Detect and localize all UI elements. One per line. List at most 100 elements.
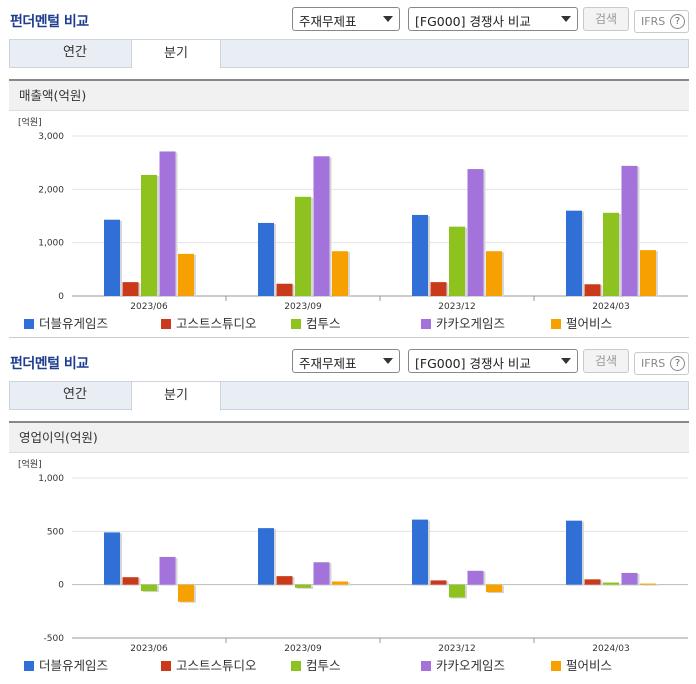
bar — [640, 250, 656, 296]
legend-swatch — [291, 661, 301, 671]
x-tick-label: 2024/03 — [592, 302, 629, 311]
legend-item[interactable]: 고스트스튜디오 — [161, 313, 257, 332]
bar — [486, 584, 502, 593]
y-tick-label: 1,000 — [38, 239, 64, 249]
legend-label: 더블유게임즈 — [39, 658, 109, 673]
legend-item[interactable]: 펄어비스 — [551, 313, 612, 332]
legend-label: 카카오게임즈 — [436, 658, 506, 673]
bar — [486, 251, 502, 296]
chart-area: [억원] -500 0 500 1,000 2023/06 2023/09 2023/12 20… — [9, 453, 689, 654]
panel-revenue: 펀더멘털 비교 주재무제표 [FG000] 경쟁사 비교 검색 IFRS? 연간… — [0, 0, 696, 340]
x-tick-label: 2023/09 — [284, 302, 322, 311]
legend-swatch — [161, 661, 171, 671]
chevron-down-icon — [383, 16, 393, 22]
divider — [9, 337, 689, 338]
y-unit-label: [억원] — [18, 116, 42, 128]
bar — [258, 528, 274, 585]
bar — [313, 156, 330, 296]
peer-select[interactable]: [FG000] 경쟁사 비교 — [408, 349, 578, 373]
metric-title: 영업이익(억원) — [9, 421, 689, 453]
metric-title: 매출액(억원) — [9, 79, 689, 111]
chart-area: [억원] 0 1,000 2,000 3,000 2023/06 2023/09 2023/1… — [9, 111, 689, 312]
ifrs-help-button[interactable]: IFRS? — [634, 352, 689, 375]
y-tick-label: 1,000 — [38, 474, 64, 484]
legend-item[interactable]: 더블유게임즈 — [24, 313, 108, 332]
x-tick-label: 2023/06 — [130, 302, 168, 311]
legend-item[interactable]: 펄어비스 — [551, 655, 612, 674]
operating-profit-chart: [억원] -500 0 500 1,000 2023/06 2023/09 2023/12 20… — [18, 458, 688, 654]
bar — [295, 584, 311, 588]
bar — [449, 584, 465, 598]
bar — [104, 219, 120, 296]
statement-select[interactable]: 주재무제표 — [292, 7, 400, 31]
legend-swatch — [551, 319, 561, 329]
legend-item[interactable]: 컴투스 — [291, 313, 341, 332]
bar-shadow — [642, 584, 658, 586]
legend-label: 컴투스 — [306, 658, 341, 673]
legend-label: 펄어비스 — [566, 658, 613, 673]
search-button[interactable]: 검색 — [583, 349, 629, 373]
help-icon: ? — [670, 14, 685, 29]
revenue-chart: [억원] 0 1,000 2,000 3,000 2023/06 2023/09 2023/1… — [18, 116, 688, 312]
page-title: 펀더멘털 비교 — [10, 356, 89, 372]
chevron-down-icon — [561, 16, 571, 22]
bar — [621, 572, 638, 585]
period-tabs: 연간 분기 — [9, 381, 689, 411]
page-title: 펀더멘털 비교 — [10, 14, 89, 30]
bar — [430, 282, 447, 296]
legend-swatch — [421, 319, 431, 329]
tab-quarterly[interactable]: 분기 — [131, 381, 221, 411]
legend-swatch — [24, 319, 34, 329]
x-tick-label: 2024/03 — [592, 644, 629, 653]
legend-label: 컴투스 — [306, 316, 341, 331]
legend-label: 고스트스튜디오 — [176, 316, 257, 331]
bar — [332, 581, 348, 585]
panel-operating-profit: 펀더멘털 비교 주재무제표 [FG000] 경쟁사 비교 검색 IFRS? 연간… — [0, 342, 696, 684]
bar — [122, 282, 139, 296]
bar — [258, 222, 274, 296]
ifrs-help-button[interactable]: IFRS? — [634, 10, 689, 33]
legend-item[interactable]: 컴투스 — [291, 655, 341, 674]
bar — [276, 283, 293, 296]
bar — [603, 582, 619, 585]
bar — [332, 251, 348, 296]
legend-label: 고스트스튜디오 — [176, 658, 257, 673]
statement-select[interactable]: 주재무제표 — [292, 349, 400, 373]
bar — [430, 580, 447, 585]
peer-select[interactable]: [FG000] 경쟁사 비교 — [408, 7, 578, 31]
y-tick-label: 500 — [47, 527, 64, 537]
bar — [584, 579, 601, 585]
x-tick-label: 2023/09 — [284, 644, 322, 653]
legend-item[interactable]: 더블유게임즈 — [24, 655, 108, 674]
y-tick-label: 0 — [58, 581, 64, 591]
bar — [566, 520, 582, 585]
legend-label: 카카오게임즈 — [436, 316, 506, 331]
bar — [566, 210, 582, 296]
bar — [159, 556, 176, 585]
tab-quarterly[interactable]: 분기 — [131, 39, 221, 69]
bar — [178, 253, 194, 296]
tab-annual[interactable]: 연간 — [63, 387, 87, 402]
chevron-down-icon — [383, 358, 393, 364]
bar — [104, 532, 120, 585]
bar — [584, 284, 601, 296]
bar — [412, 519, 428, 585]
y-unit-label: [억원] — [18, 458, 42, 470]
period-tabs: 연간 분기 — [9, 39, 689, 69]
y-tick-label: 3,000 — [38, 132, 64, 142]
y-tick-label: 0 — [58, 292, 64, 302]
bar — [122, 577, 139, 585]
legend-item[interactable]: 카카오게임즈 — [421, 313, 505, 332]
bar — [295, 196, 311, 296]
tab-annual[interactable]: 연간 — [63, 45, 87, 60]
legend-swatch — [161, 319, 171, 329]
panel-header: 펀더멘털 비교 주재무제표 [FG000] 경쟁사 비교 검색 IFRS? — [0, 342, 696, 376]
x-tick-label: 2023/12 — [438, 644, 475, 653]
bar — [449, 226, 465, 296]
legend-swatch — [421, 661, 431, 671]
search-button[interactable]: 검색 — [583, 7, 629, 31]
legend-item[interactable]: 고스트스튜디오 — [161, 655, 257, 674]
panel-header: 펀더멘털 비교 주재무제표 [FG000] 경쟁사 비교 검색 IFRS? — [0, 0, 696, 34]
y-tick-label: 2,000 — [38, 185, 64, 195]
legend-item[interactable]: 카카오게임즈 — [421, 655, 505, 674]
